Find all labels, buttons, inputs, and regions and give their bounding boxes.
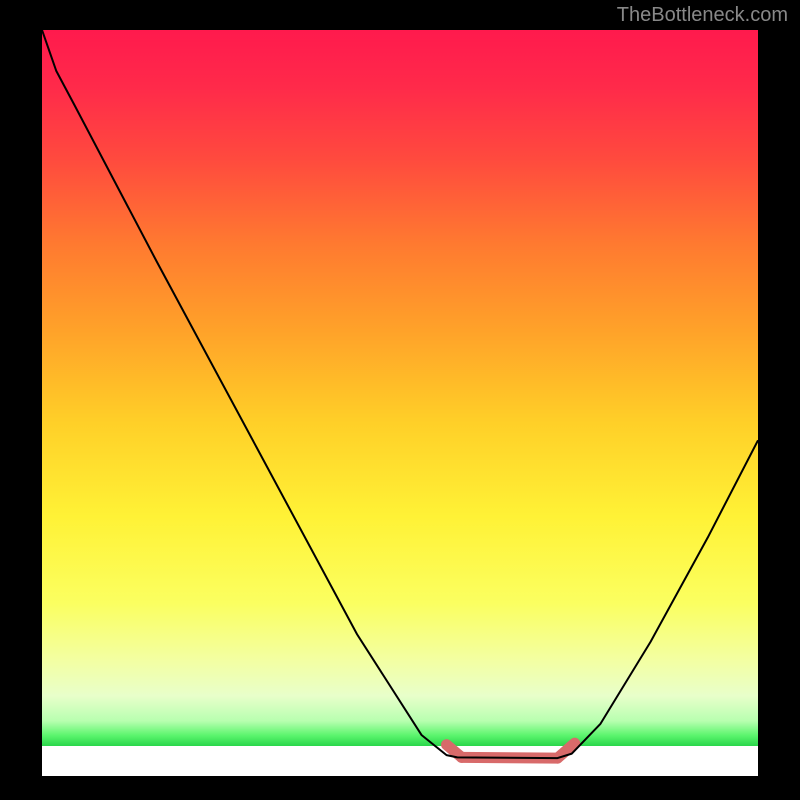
bottleneck-curve [42, 30, 758, 758]
highlight-segments [447, 743, 575, 758]
plot-area [42, 30, 758, 776]
attribution-text: TheBottleneck.com [617, 4, 788, 27]
curve-layer [42, 30, 758, 776]
